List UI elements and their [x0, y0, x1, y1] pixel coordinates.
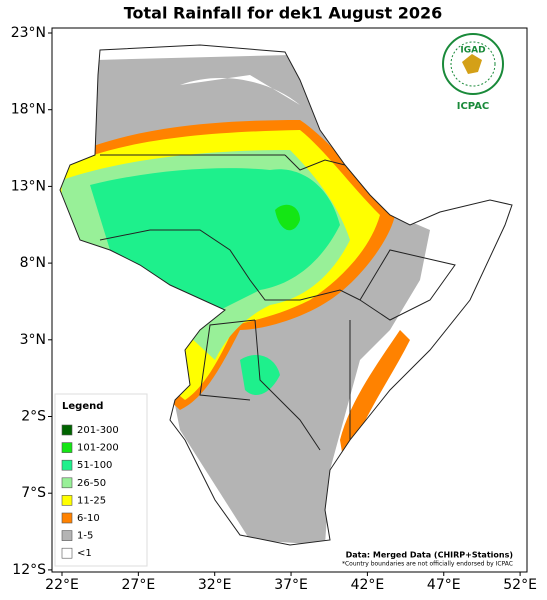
legend-swatch	[61, 495, 73, 506]
x-tick-label: 37°E	[274, 577, 308, 593]
disclaimer: *Country boundaries are not officially e…	[342, 561, 513, 568]
legend-label: 26-50	[77, 478, 106, 489]
legend-label: 201-300	[77, 425, 119, 436]
country-boundaries	[59, 44, 513, 546]
legend-swatch	[61, 442, 73, 453]
legend-title: Legend	[62, 401, 103, 412]
x-tick-label: 47°E	[427, 577, 461, 593]
y-tick-label: 3°N	[20, 332, 46, 348]
legend-label: 11-25	[77, 495, 106, 506]
legend-swatch	[61, 547, 73, 559]
map-title: Total Rainfall for dek1 August 2026	[124, 4, 443, 23]
logo-org: ICPAC	[457, 101, 490, 112]
x-tick-label: 27°E	[122, 577, 156, 593]
x-tick-label: 52°E	[503, 577, 537, 593]
legend-label: <1	[77, 548, 92, 559]
logo: IGAD ICPAC	[442, 33, 504, 112]
logo-name: IGAD	[460, 46, 485, 56]
legend-label: 101-200	[77, 443, 119, 454]
legend-swatch	[61, 459, 73, 471]
legend-label: 51-100	[77, 460, 112, 471]
y-tick-label: 2°S	[21, 409, 46, 425]
legend-swatch	[61, 512, 73, 524]
data-source: Data: Merged Data (CHIRP+Stations)	[346, 551, 513, 560]
legend-swatch	[61, 530, 73, 541]
y-tick-label: 12°S	[12, 562, 46, 578]
x-tick-label: 42°E	[351, 577, 385, 593]
x-tick-label: 32°E	[198, 577, 232, 593]
legend-swatch	[61, 477, 73, 489]
y-tick-label: 7°S	[21, 485, 46, 501]
y-tick-label: 8°N	[20, 255, 46, 271]
x-tick-label: 22°E	[45, 577, 79, 593]
y-tick-label: 18°N	[11, 102, 46, 118]
y-tick-label: 13°N	[11, 178, 46, 194]
legend-label: 1-5	[77, 531, 93, 542]
legend-label: 6-10	[77, 513, 100, 524]
y-tick-label: 23°N	[11, 25, 46, 41]
legend-swatch	[61, 424, 73, 436]
